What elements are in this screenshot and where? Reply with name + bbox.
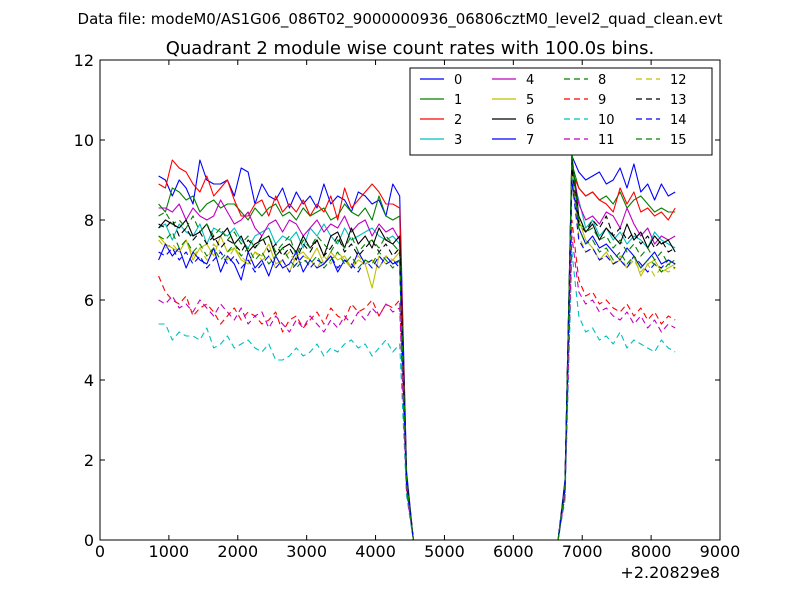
y-tick-label: 10: [74, 131, 94, 150]
legend-label-12: 12: [670, 73, 687, 88]
legend-label-13: 13: [670, 93, 687, 108]
legend-label-5: 5: [526, 93, 534, 108]
legend-label-8: 8: [598, 73, 606, 88]
series-line-6: [158, 155, 676, 540]
y-tick-label: 6: [84, 291, 94, 310]
series-layer: [158, 151, 676, 540]
y-tick-label: 8: [84, 211, 94, 230]
legend-label-10: 10: [598, 113, 615, 128]
legend-label-1: 1: [454, 93, 462, 108]
x-tick-label: 2000: [217, 542, 258, 561]
legend-frame: [409, 67, 713, 156]
x-axis: 0 1000 2000 3000 4000 5000 6000 7000 8000 9000: [95, 60, 740, 561]
legend-label-3: 3: [454, 133, 462, 148]
x-tick-label: 4000: [355, 542, 396, 561]
y-tick-label: 12: [74, 51, 94, 70]
legend-label-7: 7: [526, 133, 534, 148]
legend-label-11: 11: [598, 133, 615, 148]
series-line-7: [158, 179, 676, 540]
series-line-14: [158, 179, 676, 540]
x-tick-label: 7000: [562, 542, 603, 561]
series-line-11: [158, 235, 676, 540]
series-line-9: [158, 219, 676, 540]
x-tick-label: 1000: [149, 542, 190, 561]
y-tick-label: 4: [84, 371, 94, 390]
plot-area: [99, 59, 721, 541]
figure-suptitle: Data file: modeM0/AS1G06_086T02_90000009…: [78, 10, 723, 29]
legend-label-15: 15: [670, 133, 687, 148]
x-tick-label: 5000: [424, 542, 465, 561]
y-tick-label: 0: [84, 531, 94, 550]
series-line-1: [158, 163, 676, 540]
series-line-10: [158, 251, 676, 540]
legend-label-4: 4: [526, 73, 534, 88]
x-tick-label: 8000: [631, 542, 672, 561]
chart-title: Quadrant 2 module wise count rates with …: [166, 38, 655, 59]
legend-label-2: 2: [454, 113, 462, 128]
legend-label-0: 0: [454, 73, 462, 88]
series-line-13: [158, 167, 676, 540]
x-tick-label: 3000: [286, 542, 327, 561]
x-tick-label: 0: [95, 542, 105, 561]
series-line-15: [158, 151, 676, 540]
x-offset-label: +2.20829e8: [620, 563, 720, 582]
legend-label-6: 6: [526, 113, 534, 128]
x-tick-label: 6000: [493, 542, 534, 561]
y-tick-label: 2: [84, 451, 94, 470]
series-line-4: [158, 163, 676, 540]
series-line-2: [158, 159, 676, 540]
x-tick-label: 9000: [700, 542, 741, 561]
series-line-8: [158, 159, 676, 540]
legend-label-9: 9: [598, 93, 606, 108]
legend-label-14: 14: [670, 113, 687, 128]
